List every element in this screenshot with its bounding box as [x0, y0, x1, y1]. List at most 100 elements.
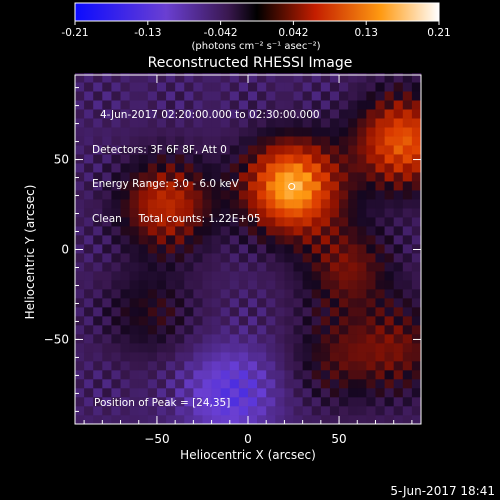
heatmap-cell [175, 226, 185, 236]
heatmap-cell [375, 208, 385, 218]
heatmap-cell [102, 280, 112, 290]
heatmap-cell [311, 316, 322, 326]
heatmap-cell [411, 100, 422, 110]
heatmap-cell [175, 199, 185, 209]
heatmap-cell [175, 280, 185, 290]
heatmap-cell [120, 127, 130, 137]
heatmap-cell [311, 208, 322, 218]
heatmap-cell [147, 100, 158, 110]
heatmap-cell [220, 145, 231, 155]
heatmap-cell [302, 208, 313, 218]
heatmap-cell [184, 208, 194, 218]
heatmap-cell [329, 154, 340, 164]
heatmap-cell [384, 163, 394, 173]
heatmap-cell [393, 271, 404, 281]
heatmap-cell [238, 235, 249, 245]
heatmap-cell [329, 271, 340, 281]
heatmap-cell [375, 82, 385, 92]
heatmap-cell [156, 334, 167, 344]
heatmap-cell [93, 352, 103, 362]
heatmap-cell [175, 253, 185, 263]
heatmap-cell [147, 127, 158, 137]
heatmap-cell [166, 361, 176, 371]
heatmap-cell [266, 244, 276, 254]
heatmap-cell [175, 190, 185, 200]
heatmap-cell [75, 298, 85, 308]
heatmap-cell [257, 136, 267, 146]
heatmap-cell [411, 172, 422, 182]
heatmap-cell [275, 253, 285, 263]
heatmap-cell [339, 280, 349, 290]
heatmap-cell [402, 145, 413, 155]
heatmap-cell [129, 118, 140, 128]
heatmap-cell [75, 181, 85, 191]
heatmap-cell [375, 190, 385, 200]
heatmap-cell [175, 127, 185, 137]
heatmap-cell [111, 298, 121, 308]
heatmap-cell [411, 163, 422, 173]
heatmap-cell [302, 271, 313, 281]
heatmap-cell [266, 325, 276, 335]
heatmap-cell [257, 208, 267, 218]
heatmap-cell [229, 244, 240, 254]
heatmap-cell [402, 235, 413, 245]
heatmap-cell [320, 316, 331, 326]
heatmap-cell [393, 118, 404, 128]
heatmap-cell [156, 145, 167, 155]
heatmap-cell [293, 325, 303, 335]
heatmap-cell [175, 361, 185, 371]
heatmap-cell [93, 154, 103, 164]
heatmap-cell [411, 298, 422, 308]
heatmap-cell [75, 172, 85, 182]
heatmap-cell [320, 415, 331, 425]
heatmap-cell [84, 271, 94, 281]
heatmap-cell [238, 199, 249, 209]
heatmap-cell [393, 397, 404, 407]
colorbar-tick-label: -0.042 [204, 27, 238, 39]
heatmap-cell [120, 172, 130, 182]
heatmap-cell [320, 118, 331, 128]
heatmap-cell [120, 109, 130, 119]
heatmap-cell [84, 388, 94, 398]
heatmap-cell [293, 271, 303, 281]
heatmap-cell [329, 73, 340, 83]
heatmap-cell [248, 298, 258, 308]
heatmap-cell [393, 352, 404, 362]
heatmap-cell [411, 397, 422, 407]
heatmap-cell [138, 163, 149, 173]
heatmap-cell [238, 307, 249, 317]
heatmap-cell [257, 352, 267, 362]
heatmap-cell [411, 217, 422, 227]
heatmap-cell [184, 163, 194, 173]
heatmap-cell [147, 190, 158, 200]
heatmap-cell [156, 289, 167, 299]
heatmap-cell [357, 127, 367, 137]
heatmap-cell [393, 325, 404, 335]
heatmap-cell [111, 145, 121, 155]
heatmap-cell [248, 208, 258, 218]
heatmap-cell [238, 217, 249, 227]
heatmap-cell [111, 352, 121, 362]
heatmap-cell [293, 244, 303, 254]
heatmap-cell [156, 280, 167, 290]
heatmap-cell [211, 271, 221, 281]
heatmap-cell [175, 109, 185, 119]
heatmap-cell [302, 82, 313, 92]
heatmap-cell [411, 343, 422, 353]
annotation-detectors: Detectors: 3F 6F 8F, Att 0 [92, 143, 227, 156]
annotation-block: 4-Jun-2017 02:20:00.000 to 02:30:00.000 … [92, 87, 320, 237]
heatmap-cell [302, 91, 313, 101]
heatmap-cell [229, 73, 240, 83]
heatmap-cell [138, 415, 149, 425]
heatmap-cell [275, 235, 285, 245]
heatmap-cell [266, 136, 276, 146]
heatmap-cell [329, 406, 340, 416]
heatmap-cell [339, 190, 349, 200]
heatmap-cell [302, 289, 313, 299]
heatmap-cell [120, 298, 130, 308]
heatmap-cell [393, 235, 404, 245]
heatmap-cell [166, 82, 176, 92]
heatmap-cell [75, 361, 85, 371]
heatmap-cell [102, 181, 112, 191]
heatmap-cell [339, 388, 349, 398]
